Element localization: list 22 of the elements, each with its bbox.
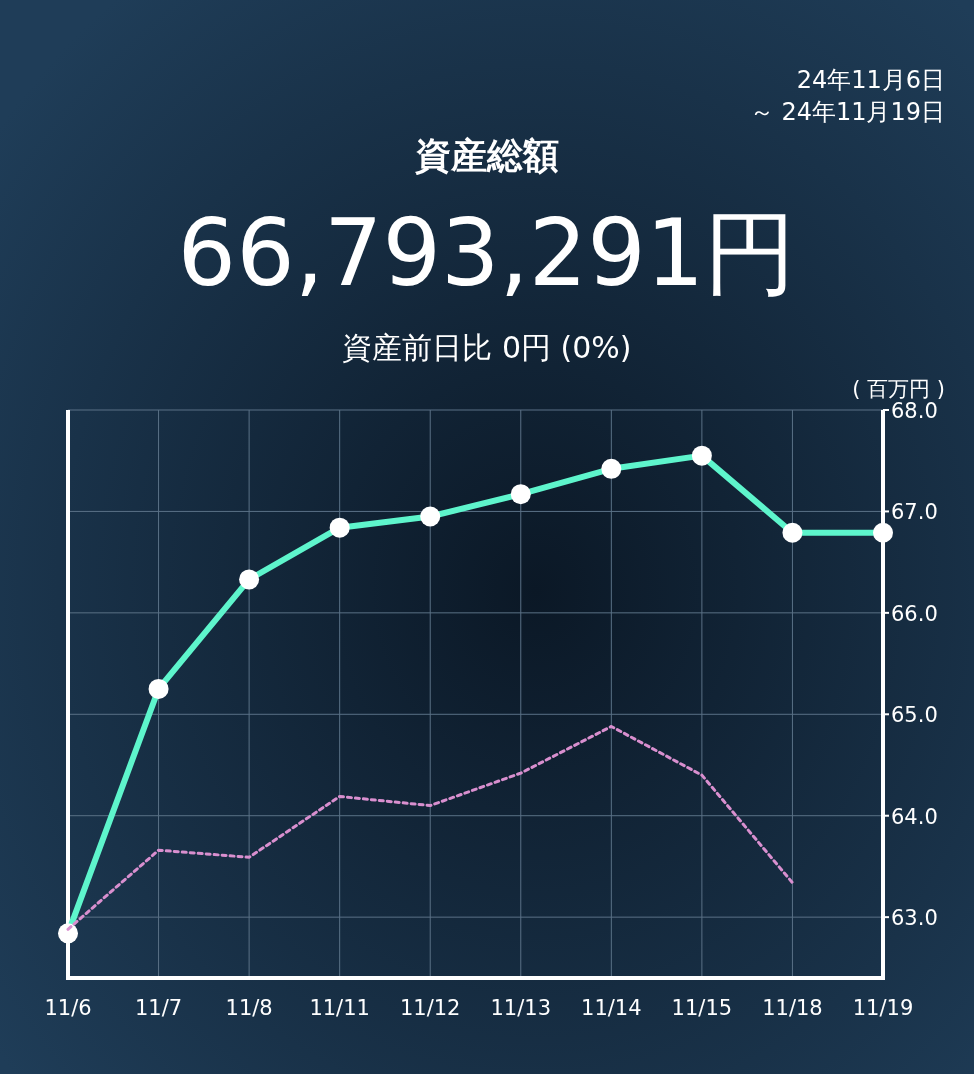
x-tick-label: 11/6 bbox=[44, 996, 92, 1020]
annotation: 24年11月6日 bbox=[796, 66, 945, 94]
chart-subtitle: 66,793,291円 bbox=[177, 200, 797, 307]
x-tick-label: 11/7 bbox=[134, 996, 183, 1020]
x-tick-label: 11/13 bbox=[490, 996, 552, 1020]
x-tick-label: 11/11 bbox=[309, 996, 370, 1020]
y-tick-label: 67.0 bbox=[891, 500, 938, 525]
chart-title: 資産総額 bbox=[415, 135, 559, 176]
annotation: 資産前日比 0円 (0%) bbox=[342, 330, 632, 365]
annotation: ～ 24年11月19日 bbox=[749, 98, 945, 126]
x-tick-label: 11/8 bbox=[225, 996, 273, 1020]
y-axis-title: ( 百万円 ) bbox=[852, 377, 945, 401]
x-tick-label: 11/15 bbox=[671, 996, 733, 1020]
y-tick-label: 64.0 bbox=[891, 804, 938, 829]
y-tick-label: 66.0 bbox=[891, 601, 938, 626]
y-tick-label: 63.0 bbox=[891, 906, 938, 931]
y-tick-label: 68.0 bbox=[891, 399, 938, 423]
x-tick-label: 11/12 bbox=[399, 996, 461, 1020]
x-tick-label: 11/19 bbox=[852, 996, 914, 1020]
y-tick-label: 65.0 bbox=[891, 703, 938, 728]
x-tick-label: 11/18 bbox=[762, 996, 823, 1020]
x-tick-label: 11/14 bbox=[581, 996, 642, 1020]
